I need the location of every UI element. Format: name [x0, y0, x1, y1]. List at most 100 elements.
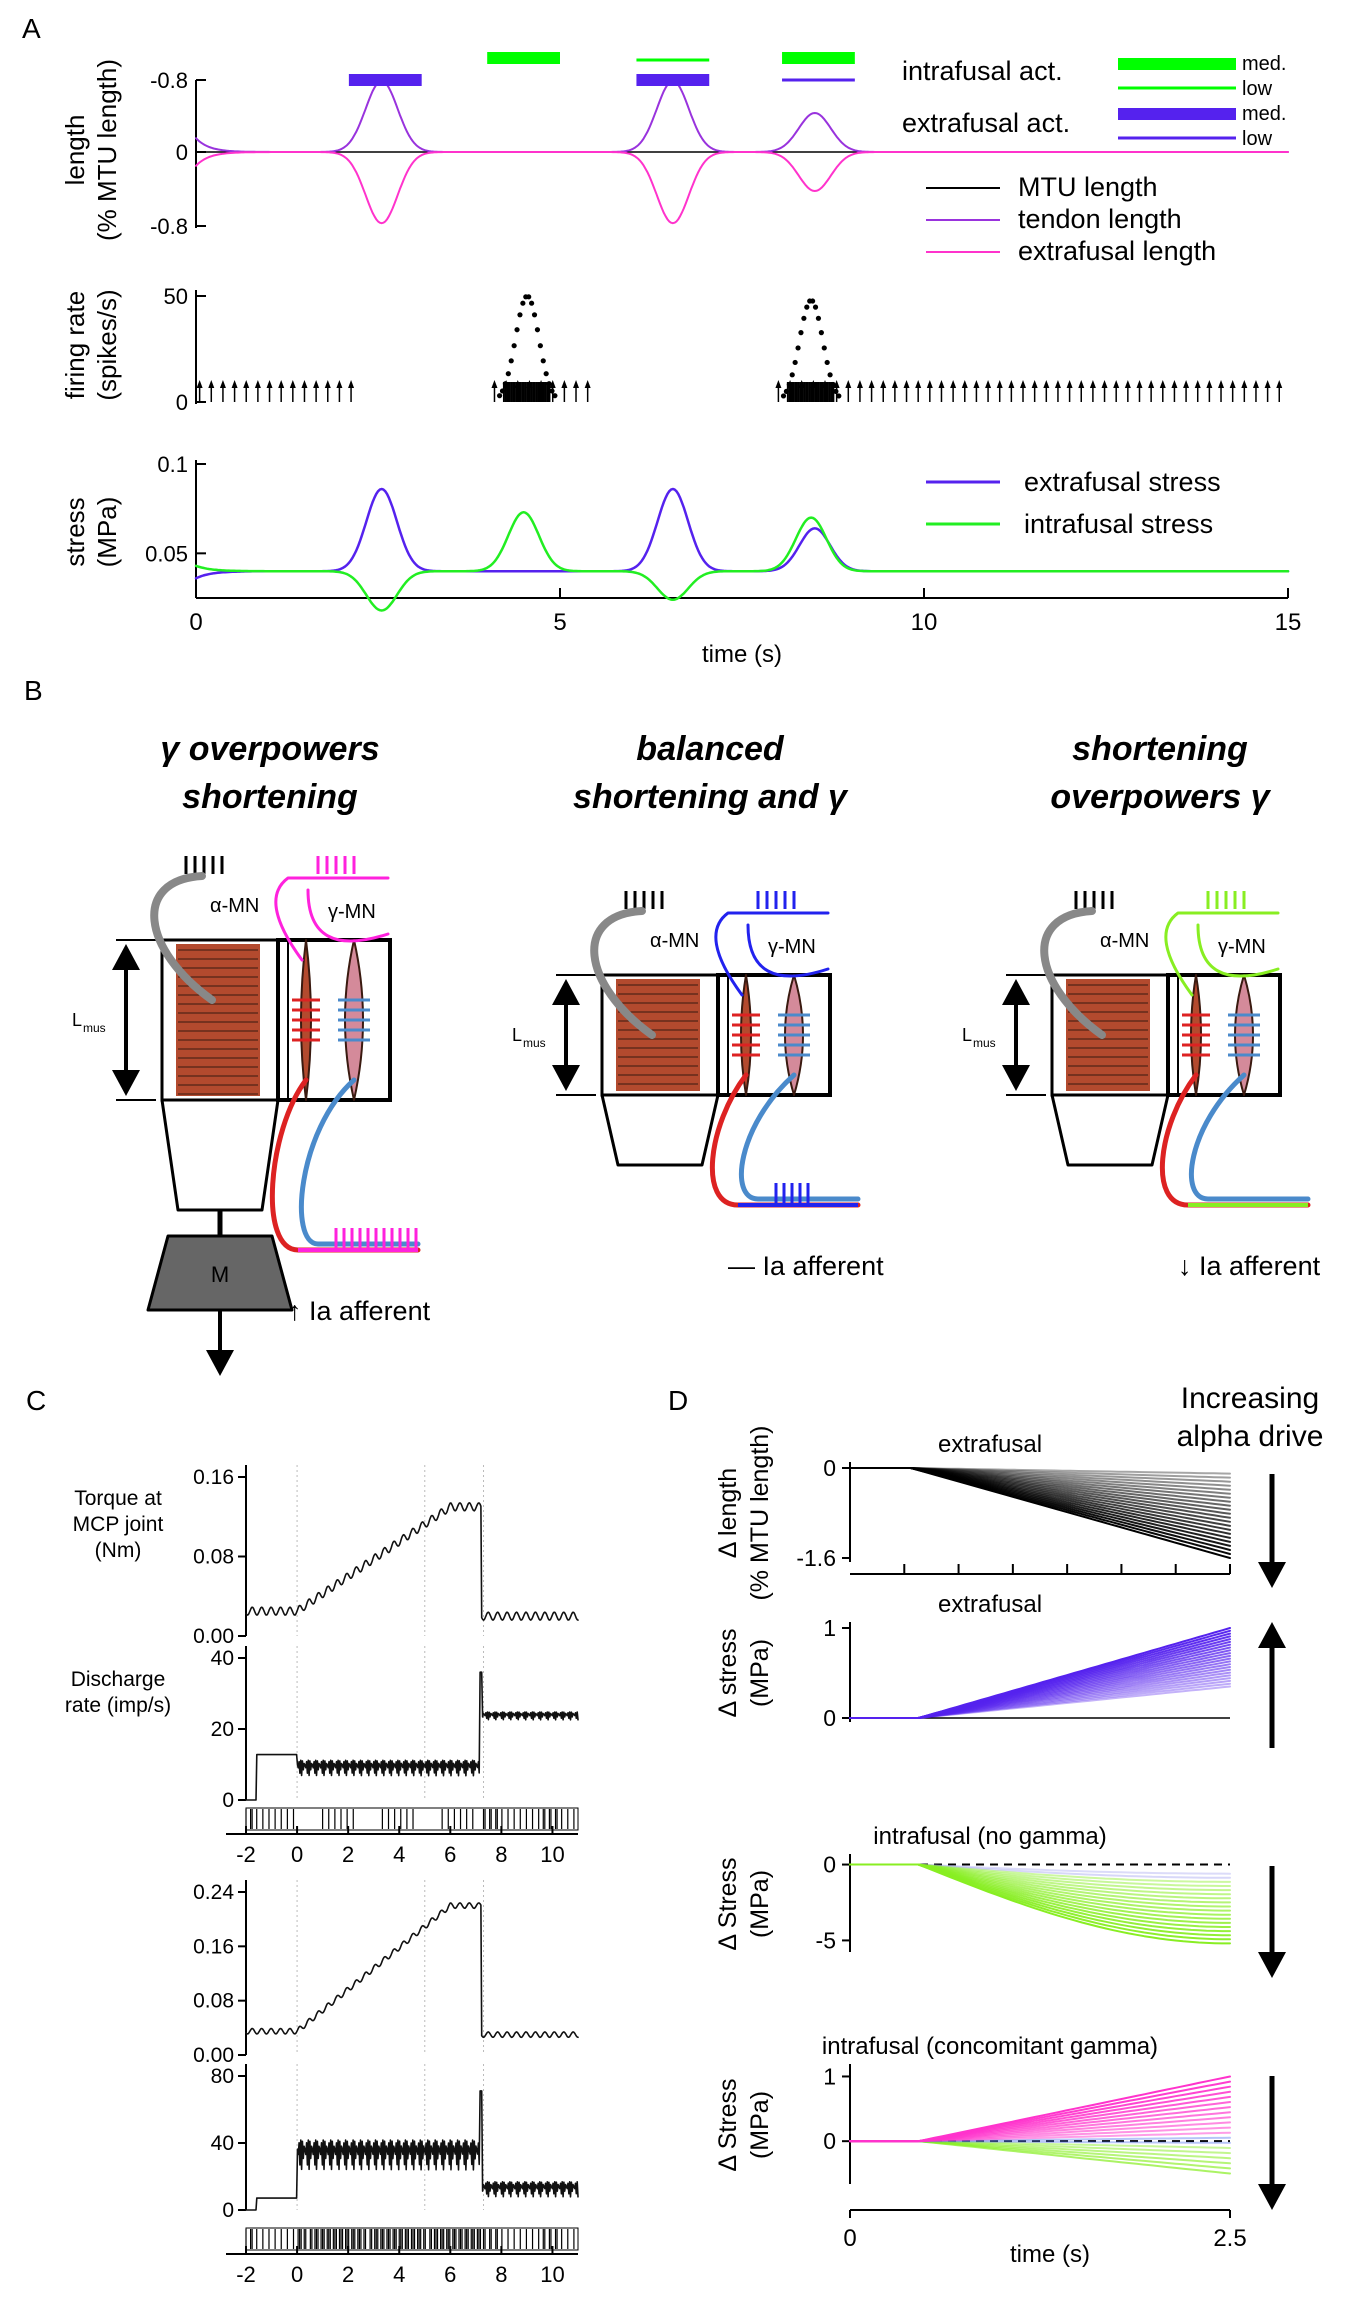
- spike-head: [891, 380, 898, 388]
- extrafusal-fibers: [616, 979, 700, 1091]
- spike-head: [938, 380, 945, 388]
- x-tick-label: 0: [843, 2225, 856, 2252]
- y-tick-label: 0.08: [193, 1990, 234, 2013]
- spike-head: [845, 380, 852, 388]
- spike-head: [950, 380, 957, 388]
- discharge-trace: [245, 1671, 579, 1801]
- model-line: [849, 1863, 1231, 1879]
- x-tick-label: 4: [393, 2262, 405, 2287]
- rate-dot: [815, 315, 822, 321]
- spike-head: [1276, 380, 1283, 388]
- rate-dot: [818, 330, 824, 336]
- y-tick-label: 1: [823, 1615, 836, 1641]
- panel-label: D: [668, 1385, 688, 1416]
- raster-strip: [245, 1807, 579, 1831]
- model-line: [849, 1627, 1231, 1719]
- y-tick-label: 0: [176, 140, 188, 165]
- spike-head: [196, 380, 203, 388]
- arrow-head: [206, 1350, 234, 1376]
- rate-dot: [502, 381, 508, 387]
- load-label: M: [211, 1262, 229, 1287]
- spike-head: [1159, 380, 1166, 388]
- panel-label: A: [22, 13, 41, 44]
- activation-bar: [636, 58, 710, 62]
- arrow-head: [1258, 2184, 1286, 2210]
- rate-dot: [526, 294, 532, 300]
- afferent-ii: [709, 1072, 861, 1208]
- spike-head: [1031, 380, 1038, 388]
- model-line: [849, 1863, 1231, 1945]
- panel-label: B: [24, 675, 43, 706]
- spike-head: [324, 380, 331, 388]
- x-tick-label: -2: [236, 1842, 256, 1867]
- spike-head: [491, 380, 498, 388]
- spike-head: [973, 380, 980, 388]
- x-axis-label: time (s): [1010, 2241, 1090, 2268]
- y-axis-label: (% MTU length): [92, 59, 122, 241]
- x-tick-label: -2: [236, 2262, 256, 2287]
- torque-trace: [245, 1902, 579, 2039]
- lmus-head: [112, 1070, 140, 1096]
- activation-bar: [782, 52, 855, 64]
- stress-plot: 0.1 0.05 stress (MPa) 0 5 10 15 time (s) extrafus…: [60, 452, 1301, 668]
- rate-dot: [821, 345, 827, 351]
- x-tick-label: 5: [553, 609, 566, 636]
- spike-head: [1124, 380, 1131, 388]
- y-tick-label: 20: [211, 1718, 234, 1741]
- y-axis-label: (Nm): [95, 1539, 142, 1562]
- model-line: [849, 2140, 1231, 2155]
- x-tick-label: 8: [495, 1842, 507, 1867]
- gamma-mn-axon: [714, 911, 830, 997]
- alpha-mn-label: α-MN: [650, 930, 699, 952]
- arrow-head: [1258, 1622, 1286, 1648]
- spike-head: [561, 380, 568, 388]
- y-tick-label: 0: [222, 1789, 234, 1812]
- scenario-1: γ overpowers shortening L mus α-MN γ-MN ↑ Ia a…: [72, 730, 431, 1376]
- model-line: [849, 1467, 1231, 1487]
- spike-head: [1183, 380, 1190, 388]
- activation-bar: [782, 78, 855, 82]
- afferent-ia: [299, 1077, 421, 1247]
- spike-head: [1206, 380, 1213, 388]
- spike-head: [266, 380, 273, 388]
- spike-head: [868, 380, 875, 388]
- y-tick-label: 0.00: [193, 2044, 234, 2067]
- y-tick-label: 0: [823, 1705, 836, 1731]
- rate-dot: [514, 327, 520, 333]
- spike-head: [254, 380, 261, 388]
- model-line: [849, 1467, 1231, 1475]
- subplot-title: intrafusal (concomitant gamma): [822, 2033, 1158, 2060]
- activation-bar: [636, 74, 710, 86]
- gamma-mn-axon: [1164, 911, 1280, 997]
- rate-dot: [783, 388, 790, 394]
- rate-dot: [824, 359, 830, 366]
- legend-level: med.: [1242, 103, 1286, 125]
- afferent-label: ↑ Ia afferent: [288, 1296, 431, 1326]
- spike-head: [348, 380, 355, 388]
- legend-swatch: [1118, 58, 1236, 70]
- y-tick-label: 0.24: [193, 1881, 234, 1904]
- lmus-label: L: [512, 1025, 522, 1045]
- model-line: [849, 1679, 1231, 1719]
- x-tick-label: 2: [342, 2262, 354, 2287]
- y-axis-label: Discharge: [71, 1668, 166, 1691]
- scenario-title: shortening and γ: [573, 778, 849, 816]
- x-tick-label: 0: [291, 2262, 303, 2287]
- y-tick-label: 0.16: [193, 1935, 234, 1958]
- trend-arrow: [1258, 1474, 1286, 1588]
- trend-arrow: [1258, 1866, 1286, 1978]
- rate-dot: [543, 371, 549, 377]
- x-tick-label: 10: [540, 2262, 564, 2287]
- trend-arrow: [1258, 1622, 1286, 1748]
- afferent-ii: [1159, 1072, 1311, 1208]
- rate-dot: [830, 381, 836, 388]
- gamma-mn-label: γ-MN: [328, 901, 376, 923]
- x-axis-label: time (s): [702, 641, 782, 668]
- rate-dot: [827, 372, 833, 378]
- x-tick-label: 10: [911, 609, 938, 636]
- y-tick-label: 0.1: [157, 452, 188, 477]
- y-tick-label: 80: [211, 2065, 234, 2088]
- annotation: alpha drive: [1177, 1420, 1324, 1453]
- y-axis-label: Δ stress: [714, 1629, 742, 1718]
- y-axis-label: (MPa): [92, 497, 122, 568]
